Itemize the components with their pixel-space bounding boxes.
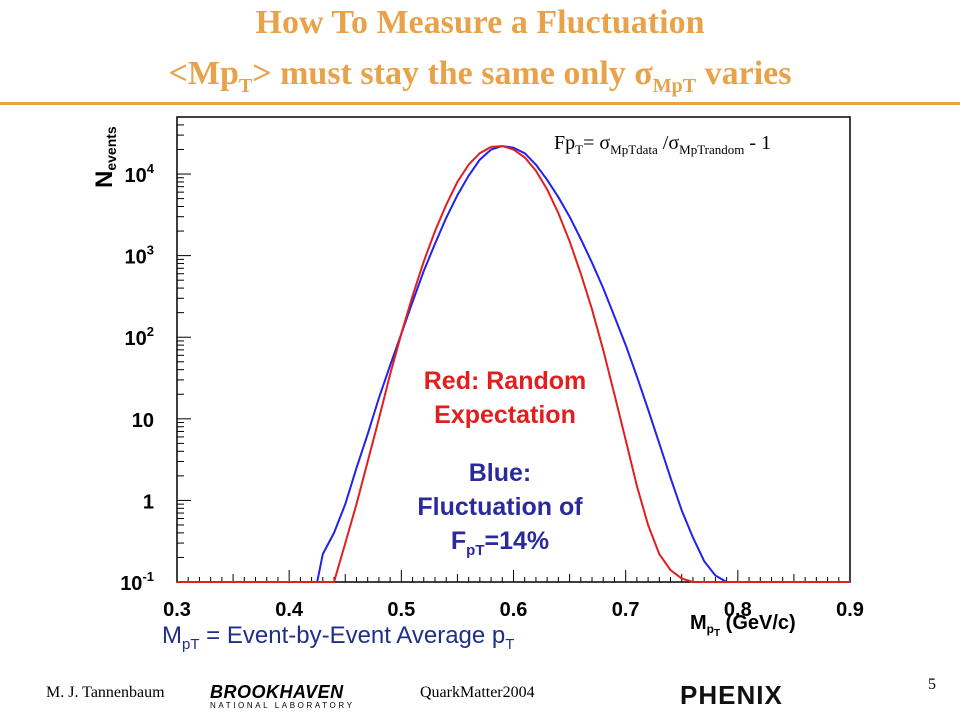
phenix-logo: PHENIX (680, 680, 783, 710)
formula-lhs: Fp (554, 132, 576, 154)
formula-sigma2: σ (668, 132, 680, 154)
formula-sub1: MpTdata (610, 142, 658, 157)
red-note-line2: Expectation (434, 401, 576, 429)
red-random-curve (177, 145, 850, 583)
title-end-text: varies (696, 55, 792, 92)
red-series-note: Red: Random Expectation (360, 364, 650, 432)
x-tick-label: 0.4 (275, 599, 304, 621)
formula-sigma1: σ (599, 132, 611, 154)
x-tick-label: 0.7 (612, 599, 640, 621)
footer-conference: QuarkMatter2004 (420, 684, 535, 701)
formula-slash: / (657, 132, 669, 154)
blue-note-sub: pT (466, 542, 485, 559)
title-sigma-sub: MpT (652, 74, 697, 97)
y-tick-label: 104 (125, 161, 155, 187)
red-note-line1: Red: Random (423, 367, 587, 395)
blue-fluctuation-curve (177, 145, 850, 583)
slide-title-line1: How To Measure a Fluctuation (255, 4, 705, 41)
y-tick-label: 10-1 (120, 569, 154, 595)
caption-m: M (162, 622, 182, 649)
caption-sub2: T (505, 635, 515, 653)
fpt-formula: FpT= σMpTdata /σMpTrandom - 1 (554, 131, 844, 162)
blue-note-line3: FpT=14% (360, 524, 640, 568)
mpt-definition-caption: MpT = Event-by-Event Average pT (162, 622, 514, 653)
page-number: 5 (928, 676, 936, 693)
title-mid-text: > must stay the same only (252, 55, 635, 92)
bnl-logo-main: BROOKHAVEN (210, 682, 344, 702)
y-axis-label: Nevents (91, 126, 119, 188)
title-divider (0, 102, 960, 105)
footer-author: M. J. Tannenbaum (46, 684, 165, 701)
formula-lhs-sub: T (575, 142, 584, 157)
title-sigma: σ (634, 55, 653, 92)
formula-tail: - 1 (744, 132, 772, 154)
blue-note-line1: Blue: (468, 459, 532, 487)
formula-eq: = (583, 132, 600, 154)
series-layer (177, 145, 850, 583)
title-mpt-sub: T (238, 74, 253, 97)
slide-title-line2: <MpT> must stay the same only σMpT varie… (0, 55, 960, 105)
bnl-logo-sub: NATIONAL LABORATORY (210, 701, 355, 710)
blue-note-line2: Fluctuation of (417, 493, 583, 521)
x-tick-label: 0.9 (836, 599, 864, 621)
caption-sub1: pT (182, 635, 200, 653)
plot-frame (176, 116, 851, 583)
caption-mid: = Event-by-Event Average p (199, 622, 506, 649)
y-tick-label: 10 (132, 410, 154, 432)
title-mpt-open: <Mp (168, 55, 239, 92)
blue-series-note: Blue: Fluctuation of FpT=14% (360, 456, 640, 568)
brookhaven-logo: BROOKHAVEN NATIONAL LABORATORY (210, 682, 355, 710)
x-axis-label: MpT (GeV/c) (690, 612, 796, 639)
y-tick-label: 1 (143, 491, 154, 513)
x-tick-label: 0.3 (163, 599, 191, 621)
formula-sub2: MpTrandom (679, 142, 745, 157)
x-tick-label: 0.6 (500, 599, 528, 621)
x-tick-label: 0.5 (387, 599, 415, 621)
y-tick-label: 103 (125, 243, 154, 269)
y-tick-label: 102 (125, 324, 154, 350)
x-tick-label: 0.8 (724, 599, 752, 621)
blue-note-value: =14% (484, 527, 550, 555)
blue-note-f: F (450, 527, 467, 555)
